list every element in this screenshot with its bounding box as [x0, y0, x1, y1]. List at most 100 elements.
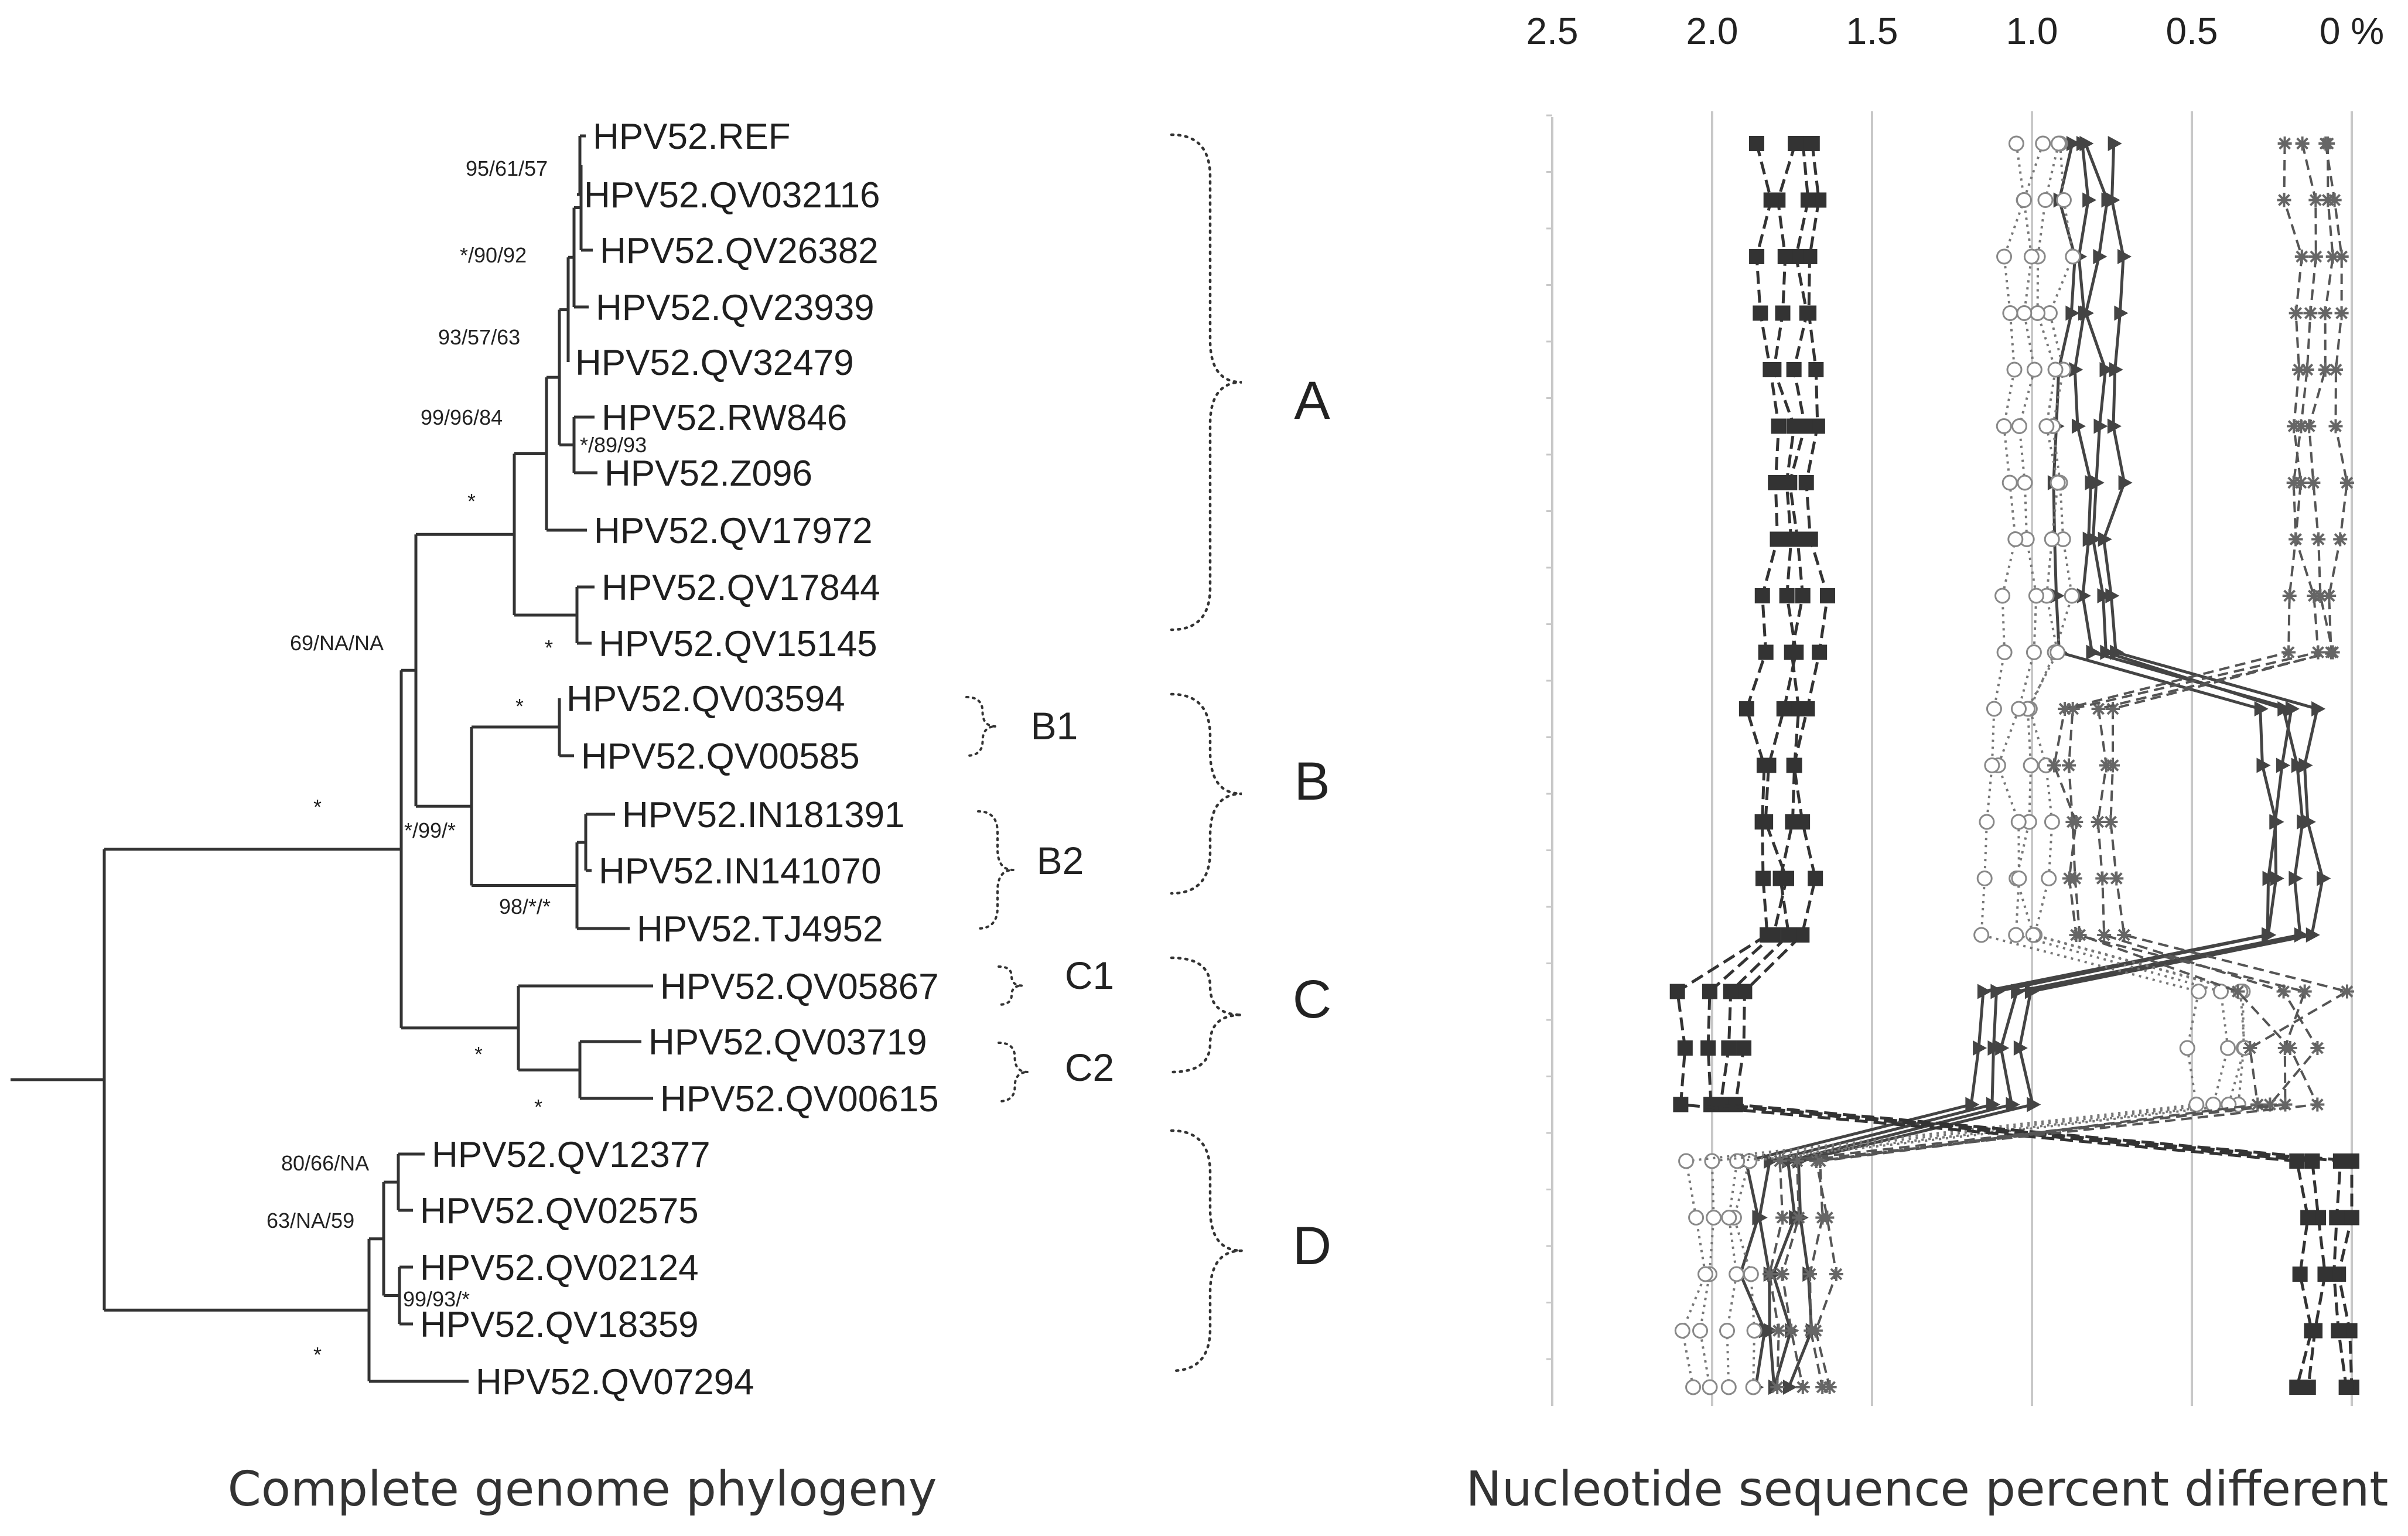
data-point-star	[1804, 1323, 1818, 1338]
data-point-circle	[2038, 418, 2055, 434]
data-point-triangle	[2297, 814, 2311, 830]
data-point-star	[1829, 1267, 1843, 1281]
data-point-circle	[1996, 644, 2013, 660]
x-tick-label: 2.0	[1686, 10, 1738, 52]
data-point-star	[2310, 1097, 2325, 1112]
data-point-circle	[1729, 1266, 1745, 1282]
data-point-circle	[1720, 1379, 1737, 1395]
taxon-label: HPV52.IN181391	[622, 795, 905, 835]
data-point-star	[1775, 1267, 1789, 1281]
data-point-circle	[2041, 871, 2057, 886]
support-values: 95/61/57 */90/92 93/57/63 99/96/84 */89/93 * *…	[267, 156, 647, 1367]
data-point-star	[2310, 1041, 2325, 1055]
data-point-circle	[2050, 644, 2066, 660]
data-point-square	[1737, 984, 1753, 999]
data-point-star	[2297, 984, 2312, 999]
data-point-triangle	[2101, 192, 2116, 208]
data-point-square	[1673, 1097, 1689, 1112]
data-point-square	[2289, 1153, 2305, 1169]
clade-braces: A B C D B1 B2 C1 C2	[965, 133, 1331, 1373]
data-point-triangle	[2105, 588, 2120, 603]
data-point-square	[1787, 418, 1802, 434]
data-point-triangle	[1977, 984, 1992, 999]
data-point-star	[2294, 419, 2308, 434]
data-point-triangle	[1758, 1323, 1773, 1339]
support-value: 69/NA/NA	[290, 631, 384, 655]
clade-brace	[977, 810, 1014, 930]
subclade-label: B2	[1037, 839, 1084, 882]
data-point-triangle	[2108, 136, 2122, 151]
data-point-triangle	[2294, 927, 2308, 943]
data-point-triangle	[2270, 814, 2284, 830]
data-point-star	[1789, 1154, 1804, 1168]
data-point-circle	[1996, 418, 2012, 434]
data-point-star	[2289, 532, 2303, 547]
data-point-star	[2277, 1041, 2292, 1055]
clade-label: B	[1294, 752, 1330, 811]
data-point-triangle	[2289, 871, 2303, 886]
data-point-circle	[2044, 814, 2060, 830]
data-point-square	[1771, 418, 1787, 434]
data-point-star	[2062, 871, 2076, 886]
data-point-star	[2308, 250, 2323, 264]
data-point-triangle	[2099, 362, 2114, 377]
data-point-star	[2325, 645, 2340, 660]
clade-label: A	[1294, 371, 1330, 431]
data-point-square	[1777, 249, 1793, 264]
data-point-circle	[2011, 871, 2027, 886]
data-point-square	[1748, 136, 1764, 151]
data-point-triangle	[2076, 588, 2091, 603]
support-value: */99/*	[404, 818, 456, 842]
data-point-square	[1785, 814, 1801, 830]
plot-gridlines	[1546, 111, 2353, 1406]
taxon-label: HPV52.QV00585	[581, 736, 860, 777]
data-point-circle	[1986, 701, 2002, 717]
data-point-square	[1788, 136, 1804, 151]
data-point-triangle	[1986, 1097, 2000, 1112]
data-point-star	[2339, 476, 2354, 490]
data-point-triangle	[2317, 871, 2331, 886]
clade-label: C	[1293, 970, 1331, 1029]
data-point-star	[2286, 476, 2301, 490]
data-point-triangle	[2311, 701, 2326, 716]
data-point-star	[2250, 1097, 2265, 1112]
data-point-square	[1798, 475, 1814, 490]
data-point-square	[1808, 871, 1823, 886]
data-point-circle	[1706, 1210, 1722, 1226]
data-point-star	[1775, 1210, 1790, 1225]
data-point-triangle	[2066, 136, 2081, 151]
data-point-star	[2277, 136, 2292, 151]
data-point-circle	[2023, 757, 2039, 773]
data-point-circle	[2006, 361, 2023, 378]
data-point-star	[2263, 1097, 2277, 1112]
data-point-square	[1758, 644, 1774, 660]
data-point-triangle	[1782, 1380, 1797, 1395]
data-point-circle	[2011, 418, 2027, 434]
data-point-circle	[2065, 248, 2081, 265]
data-point-square	[1812, 644, 1828, 660]
data-point-square	[1776, 701, 1792, 716]
data-point-triangle	[2013, 1040, 2028, 1056]
data-point-square	[1763, 362, 1778, 377]
taxon-label: HPV52.QV02124	[420, 1248, 699, 1288]
series-line-solid-triangle	[1738, 143, 2278, 1388]
data-point-square	[1802, 531, 1818, 547]
data-point-star	[2287, 419, 2301, 434]
taxon-label: HPV52.QV26382	[600, 231, 879, 271]
data-point-star	[1815, 1380, 1830, 1394]
series-line-dotted-circle	[1681, 143, 2201, 1388]
data-point-star	[2318, 363, 2332, 377]
taxon-label: HPV52.REF	[593, 117, 791, 157]
support-value: *	[313, 795, 322, 819]
x-tick-label: 0 %	[2320, 10, 2384, 52]
data-point-square	[2292, 1267, 2308, 1282]
support-value: *	[515, 694, 524, 718]
data-point-square	[1786, 362, 1802, 377]
series-line-dotted-circle	[1726, 143, 2246, 1388]
data-point-circle	[1746, 1323, 1763, 1339]
data-point-circle	[2007, 531, 2024, 547]
support-value: *	[313, 1343, 322, 1367]
data-point-star	[2325, 250, 2340, 264]
data-point-star	[2339, 984, 2354, 999]
x-tick-label: 1.5	[1846, 10, 1898, 52]
